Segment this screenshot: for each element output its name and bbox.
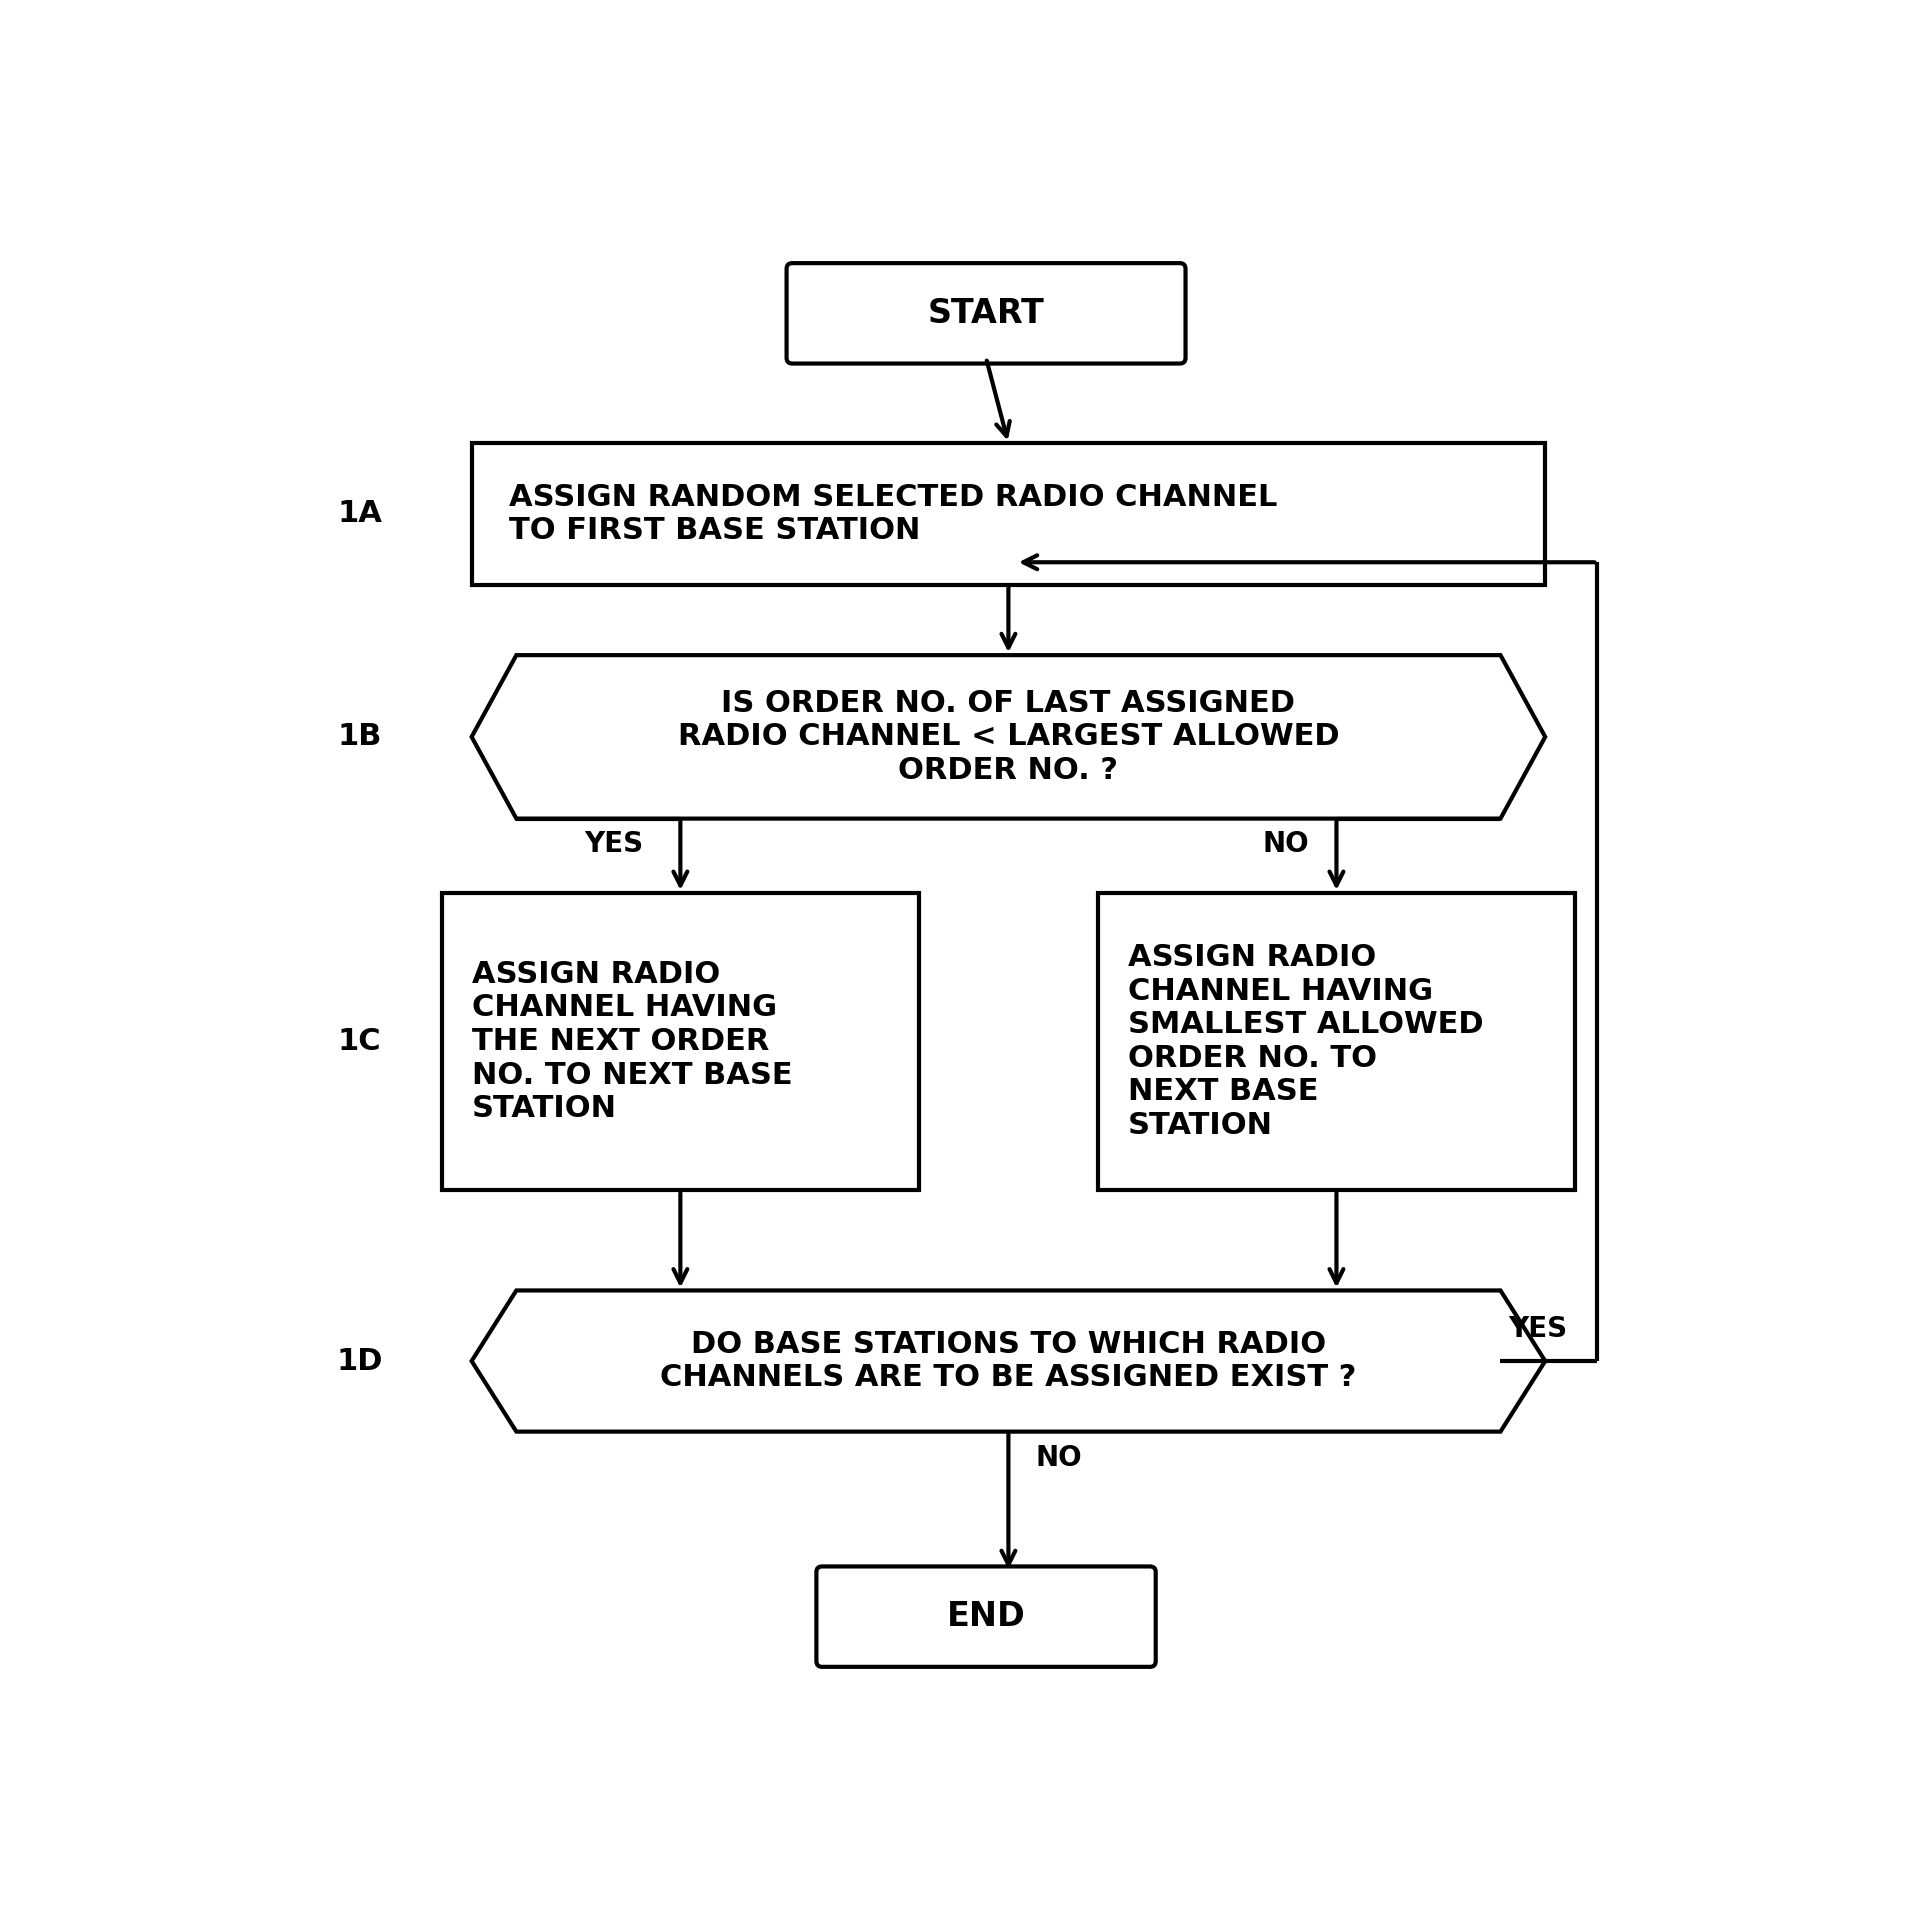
Text: END: END [946,1600,1025,1633]
Text: NO: NO [1035,1444,1081,1471]
Text: ASSIGN RADIO
CHANNEL HAVING
SMALLEST ALLOWED
ORDER NO. TO
NEXT BASE
STATION: ASSIGN RADIO CHANNEL HAVING SMALLEST ALL… [1127,944,1483,1141]
Text: ASSIGN RANDOM SELECTED RADIO CHANNEL
TO FIRST BASE STATION: ASSIGN RANDOM SELECTED RADIO CHANNEL TO … [508,482,1277,546]
Text: ASSIGN RADIO
CHANNEL HAVING
THE NEXT ORDER
NO. TO NEXT BASE
STATION: ASSIGN RADIO CHANNEL HAVING THE NEXT ORD… [471,959,792,1123]
Text: YES: YES [585,830,642,859]
Text: 1B: 1B [337,722,383,751]
FancyBboxPatch shape [787,262,1185,363]
Bar [1098,894,1575,1191]
Text: 1A: 1A [337,500,383,529]
Polygon shape [471,654,1544,818]
Bar [471,444,1544,585]
Text: IS ORDER NO. OF LAST ASSIGNED
RADIO CHANNEL < LARGEST ALLOWED
ORDER NO. ?: IS ORDER NO. OF LAST ASSIGNED RADIO CHAN… [677,689,1338,786]
Text: 1C: 1C [338,1027,381,1056]
Polygon shape [471,1291,1544,1432]
Text: NO: NO [1261,830,1310,859]
Text: START: START [927,297,1044,330]
FancyBboxPatch shape [815,1567,1156,1668]
Bar [442,894,919,1191]
Text: YES: YES [1508,1314,1565,1343]
Text: 1D: 1D [337,1347,383,1376]
Text: DO BASE STATIONS TO WHICH RADIO
CHANNELS ARE TO BE ASSIGNED EXIST ?: DO BASE STATIONS TO WHICH RADIO CHANNELS… [660,1330,1356,1392]
